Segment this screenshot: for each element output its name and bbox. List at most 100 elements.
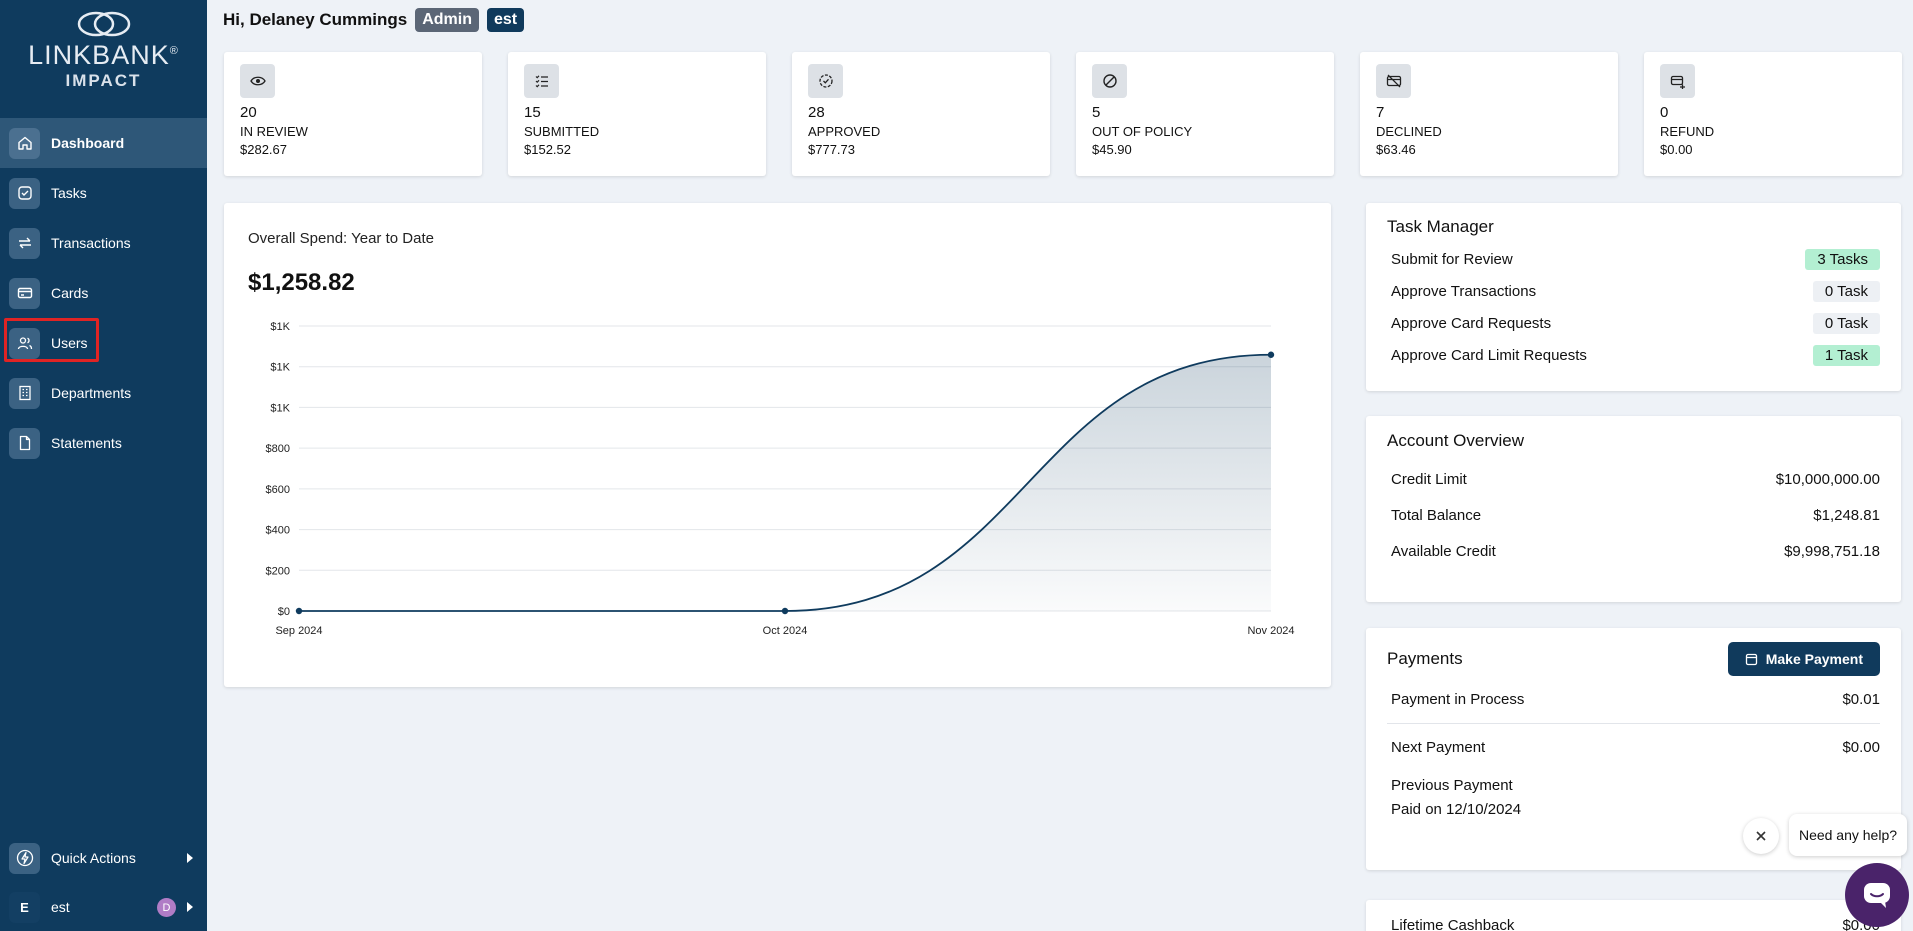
help-bubble[interactable]: Need any help? (1789, 814, 1907, 856)
credit-card-icon (9, 277, 40, 309)
home-icon (9, 127, 40, 159)
stat-count: 5 (1092, 104, 1101, 121)
lifetime-cashback-panel: Lifetime Cashback $0.00 (1366, 900, 1901, 931)
account-label: Available Credit (1391, 542, 1496, 560)
stat-count: 28 (808, 104, 825, 121)
stats-row: 20 IN REVIEW $282.67 15 SUBMITTED $152.5… (224, 52, 1902, 176)
brand-logo[interactable]: LINKBANK® IMPACT (0, 0, 207, 118)
x-tick-label: Nov 2024 (1247, 625, 1294, 637)
sidebar-item-transactions[interactable]: Transactions (0, 218, 207, 268)
task-count-badge: 0 Task (1812, 280, 1880, 302)
sidebar-item-cards[interactable]: Cards (0, 268, 207, 318)
sidebar-item-dashboard[interactable]: Dashboard (0, 118, 207, 168)
sidebar-item-statements[interactable]: Statements (0, 418, 207, 468)
card-refund-icon (1660, 64, 1695, 98)
previous-payment-label: Previous Payment (1391, 777, 1513, 794)
stat-card-out-of-policy[interactable]: 5 OUT OF POLICY $45.90 (1076, 52, 1334, 176)
stat-card-in-review[interactable]: 20 IN REVIEW $282.67 (224, 52, 482, 176)
spend-title: Overall Spend: Year to Date (248, 230, 434, 247)
task-row-approve-card-limit[interactable]: Approve Card Limit Requests 1 Task (1387, 339, 1880, 371)
help-close-button[interactable] (1743, 818, 1779, 854)
sidebar-item-departments[interactable]: Departments (0, 368, 207, 418)
sidebar-footer: Quick Actions E est D (0, 833, 207, 931)
y-tick-label: $1K (270, 402, 290, 414)
page-header: Hi, Delaney Cummings Admin est (223, 8, 525, 32)
task-manager-panel: Task Manager Submit for Review 3 Tasks A… (1366, 203, 1901, 391)
task-label: Approve Transactions (1391, 282, 1537, 300)
sidebar-item-tasks[interactable]: Tasks (0, 168, 207, 218)
series-line (299, 353, 1272, 612)
account-overview-panel: Account Overview Credit Limit $10,000,00… (1366, 416, 1901, 602)
stat-count: 7 (1376, 104, 1385, 121)
stat-label: IN REVIEW (240, 124, 308, 139)
spend-total: $1,258.82 (248, 269, 355, 296)
stat-amount: $45.90 (1092, 142, 1132, 157)
task-label: Approve Card Requests (1391, 314, 1552, 332)
cashback-label: Lifetime Cashback (1391, 916, 1515, 931)
next-payment-row: Next Payment $0.00 (1387, 724, 1880, 770)
sidebar-item-users[interactable]: Users (0, 318, 207, 368)
spend-area-chart[interactable]: $0 $200 $400 $600 $800 $1K $1K $1K Sep 2024 Oct 2… (224, 203, 1331, 687)
ban-icon (1092, 64, 1127, 98)
stat-card-submitted[interactable]: 15 SUBMITTED $152.52 (508, 52, 766, 176)
account-overview-title: Account Overview (1387, 431, 1524, 450)
stat-card-approved[interactable]: 28 APPROVED $777.73 (792, 52, 1050, 176)
stat-amount: $777.73 (808, 142, 855, 157)
sidebar-item-label: Dashboard (51, 135, 125, 151)
arrows-exchange-icon (9, 227, 40, 259)
payment-value: $0.01 (1842, 691, 1880, 708)
chat-icon (1864, 883, 1890, 908)
sidebar-item-label: Tasks (51, 185, 87, 201)
data-point (1267, 351, 1275, 358)
task-row-approve-transactions[interactable]: Approve Transactions 0 Task (1387, 275, 1880, 307)
user-badge: D (157, 898, 176, 917)
data-point (781, 607, 789, 615)
stat-count: 20 (240, 104, 257, 121)
task-row-approve-card-requests[interactable]: Approve Card Requests 0 Task (1387, 307, 1880, 339)
account-label: Total Balance (1391, 506, 1482, 524)
greeting: Hi, Delaney Cummings (223, 10, 408, 29)
sidebar-item-label: Cards (51, 285, 89, 301)
stat-label: APPROVED (808, 124, 881, 139)
check-circle-icon (9, 177, 40, 209)
eye-icon (240, 64, 275, 98)
task-label: Submit for Review (1391, 250, 1513, 268)
sidebar-item-label: Departments (51, 385, 132, 401)
quick-actions-label: Quick Actions (51, 850, 136, 866)
list-check-icon (524, 64, 559, 98)
y-tick-label: $400 (266, 525, 290, 537)
y-tick-label: $0 (278, 606, 290, 618)
data-point (295, 607, 303, 615)
stat-amount: $0.00 (1660, 142, 1693, 157)
overall-spend-card: Overall Spend: Year to Date $1,258.82 $0… (224, 203, 1331, 687)
sidebar: LINKBANK® IMPACT Dashboard Tasks Transac… (0, 0, 207, 931)
stat-card-refund[interactable]: 0 REFUND $0.00 (1644, 52, 1902, 176)
task-count-badge: 1 Task (1812, 344, 1880, 366)
cashback-row: Lifetime Cashback $0.00 (1387, 914, 1880, 931)
stat-label: SUBMITTED (524, 124, 600, 139)
payment-icon (1745, 653, 1757, 665)
sidebar-item-label: Users (51, 335, 88, 351)
account-row-total-balance: Total Balance $1,248.81 (1387, 497, 1880, 533)
y-tick-label: $1K (270, 321, 290, 333)
make-payment-button[interactable]: Make Payment (1727, 642, 1880, 676)
role-badge: Admin (415, 8, 479, 32)
badge-check-icon (808, 64, 843, 98)
account-value: $1,248.81 (1813, 506, 1880, 524)
previous-payment: Previous Payment Paid on 12/10/2024 (1387, 770, 1880, 822)
y-tick-label: $800 (266, 443, 290, 455)
stat-count: 15 (524, 104, 541, 121)
user-switcher[interactable]: E est D (0, 883, 207, 931)
task-row-submit-review[interactable]: Submit for Review 3 Tasks (1387, 243, 1880, 275)
account-value: $10,000,000.00 (1775, 470, 1880, 488)
brand-name: LINKBANK® (28, 40, 179, 70)
task-manager-title: Task Manager (1387, 217, 1494, 236)
chat-launcher-button[interactable] (1845, 863, 1909, 927)
stat-label: DECLINED (1376, 124, 1442, 139)
rings-logo-icon (77, 11, 130, 37)
caret-right-icon (187, 853, 193, 863)
make-payment-label: Make Payment (1765, 651, 1863, 667)
payment-label: Payment in Process (1391, 691, 1525, 708)
quick-actions-menu[interactable]: Quick Actions (0, 833, 207, 883)
stat-card-declined[interactable]: 7 DECLINED $63.46 (1360, 52, 1618, 176)
